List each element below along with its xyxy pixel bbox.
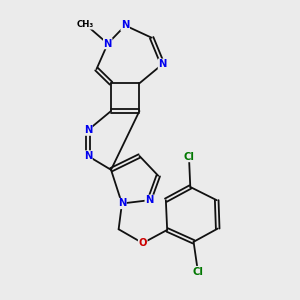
Text: N: N: [103, 39, 112, 49]
Text: CH₃: CH₃: [77, 20, 94, 29]
Text: N: N: [118, 199, 126, 208]
Text: N: N: [84, 125, 92, 135]
Text: N: N: [158, 59, 167, 69]
Text: N: N: [84, 151, 92, 161]
Text: N: N: [121, 20, 129, 31]
Text: Cl: Cl: [192, 266, 203, 277]
Text: Cl: Cl: [184, 152, 194, 162]
Text: O: O: [139, 238, 147, 248]
Text: N: N: [145, 195, 154, 205]
